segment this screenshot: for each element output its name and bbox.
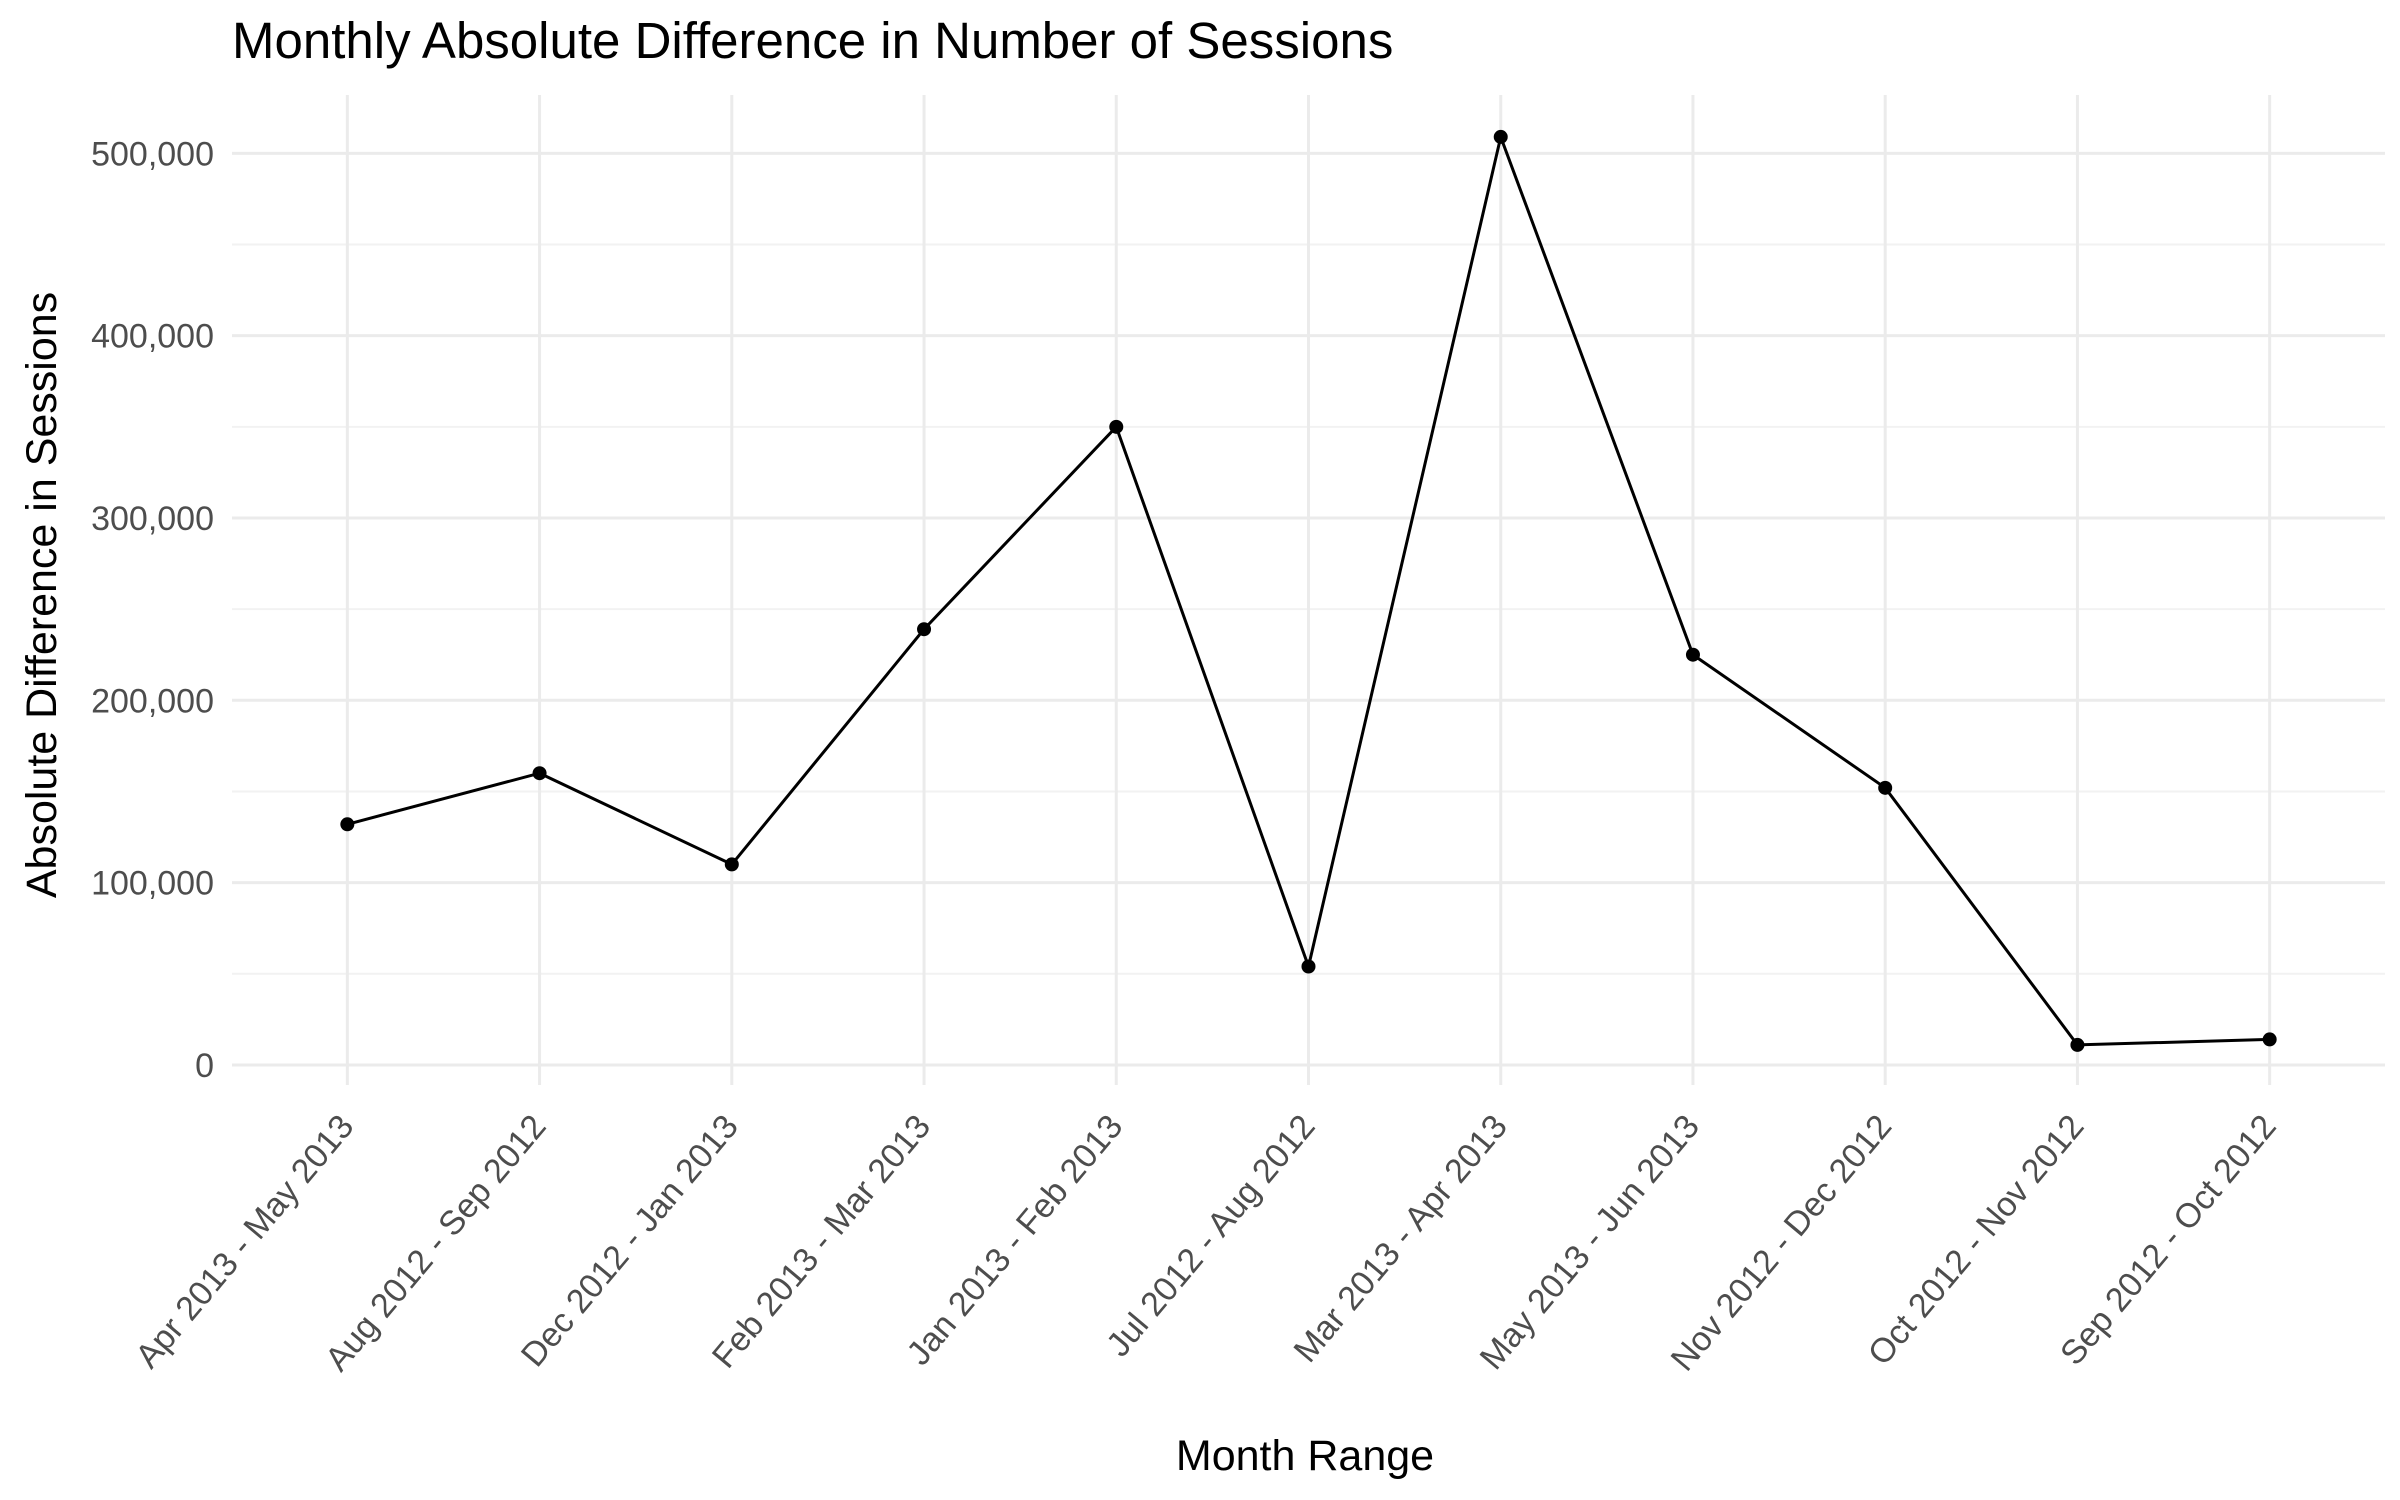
data-point — [1493, 129, 1508, 144]
data-point — [1109, 419, 1124, 434]
data-point — [532, 766, 547, 781]
x-tick-label: Sep 2012 - Oct 2012 — [2053, 1108, 2284, 1373]
data-series — [340, 129, 2277, 1052]
y-tick-label: 0 — [195, 1047, 214, 1085]
data-point — [917, 622, 932, 637]
x-tick-label: Jan 2013 - Feb 2013 — [900, 1108, 1131, 1373]
x-axis-title: Month Range — [1176, 1432, 1434, 1480]
data-point — [1685, 647, 1700, 662]
x-tick-label: Apr 2013 - May 2013 — [128, 1108, 361, 1376]
grid — [232, 95, 2385, 1085]
data-point — [2262, 1032, 2277, 1047]
data-point — [1301, 959, 1316, 974]
y-axis-ticks: 0 100,000 200,000 300,000 400,000 500,000 — [91, 135, 214, 1085]
y-tick-label: 200,000 — [91, 682, 214, 720]
y-tick-label: 300,000 — [91, 500, 214, 538]
x-tick-label: Nov 2012 - Dec 2012 — [1664, 1108, 1900, 1379]
x-tick-label: Mar 2013 - Apr 2013 — [1287, 1108, 1515, 1370]
x-tick-label: Feb 2013 - Mar 2013 — [705, 1108, 938, 1376]
x-tick-label: Jul 2012 - Aug 2012 — [1099, 1108, 1323, 1364]
y-tick-label: 100,000 — [91, 865, 214, 903]
data-point — [724, 857, 739, 872]
y-tick-label: 400,000 — [91, 318, 214, 356]
y-tick-label: 500,000 — [91, 135, 214, 173]
data-point — [1878, 780, 1893, 795]
x-tick-label: Aug 2012 - Sep 2012 — [318, 1108, 554, 1379]
chart-title: Monthly Absolute Difference in Number of… — [232, 12, 1393, 69]
data-point — [340, 817, 355, 832]
y-axis-title: Absolute Difference in Sessions — [18, 292, 66, 898]
data-point — [2070, 1037, 2085, 1052]
x-tick-label: Dec 2012 - Jan 2013 — [514, 1108, 746, 1374]
x-tick-label: May 2013 - Jun 2013 — [1473, 1108, 1707, 1377]
x-tick-label: Oct 2012 - Nov 2012 — [1861, 1108, 2092, 1373]
